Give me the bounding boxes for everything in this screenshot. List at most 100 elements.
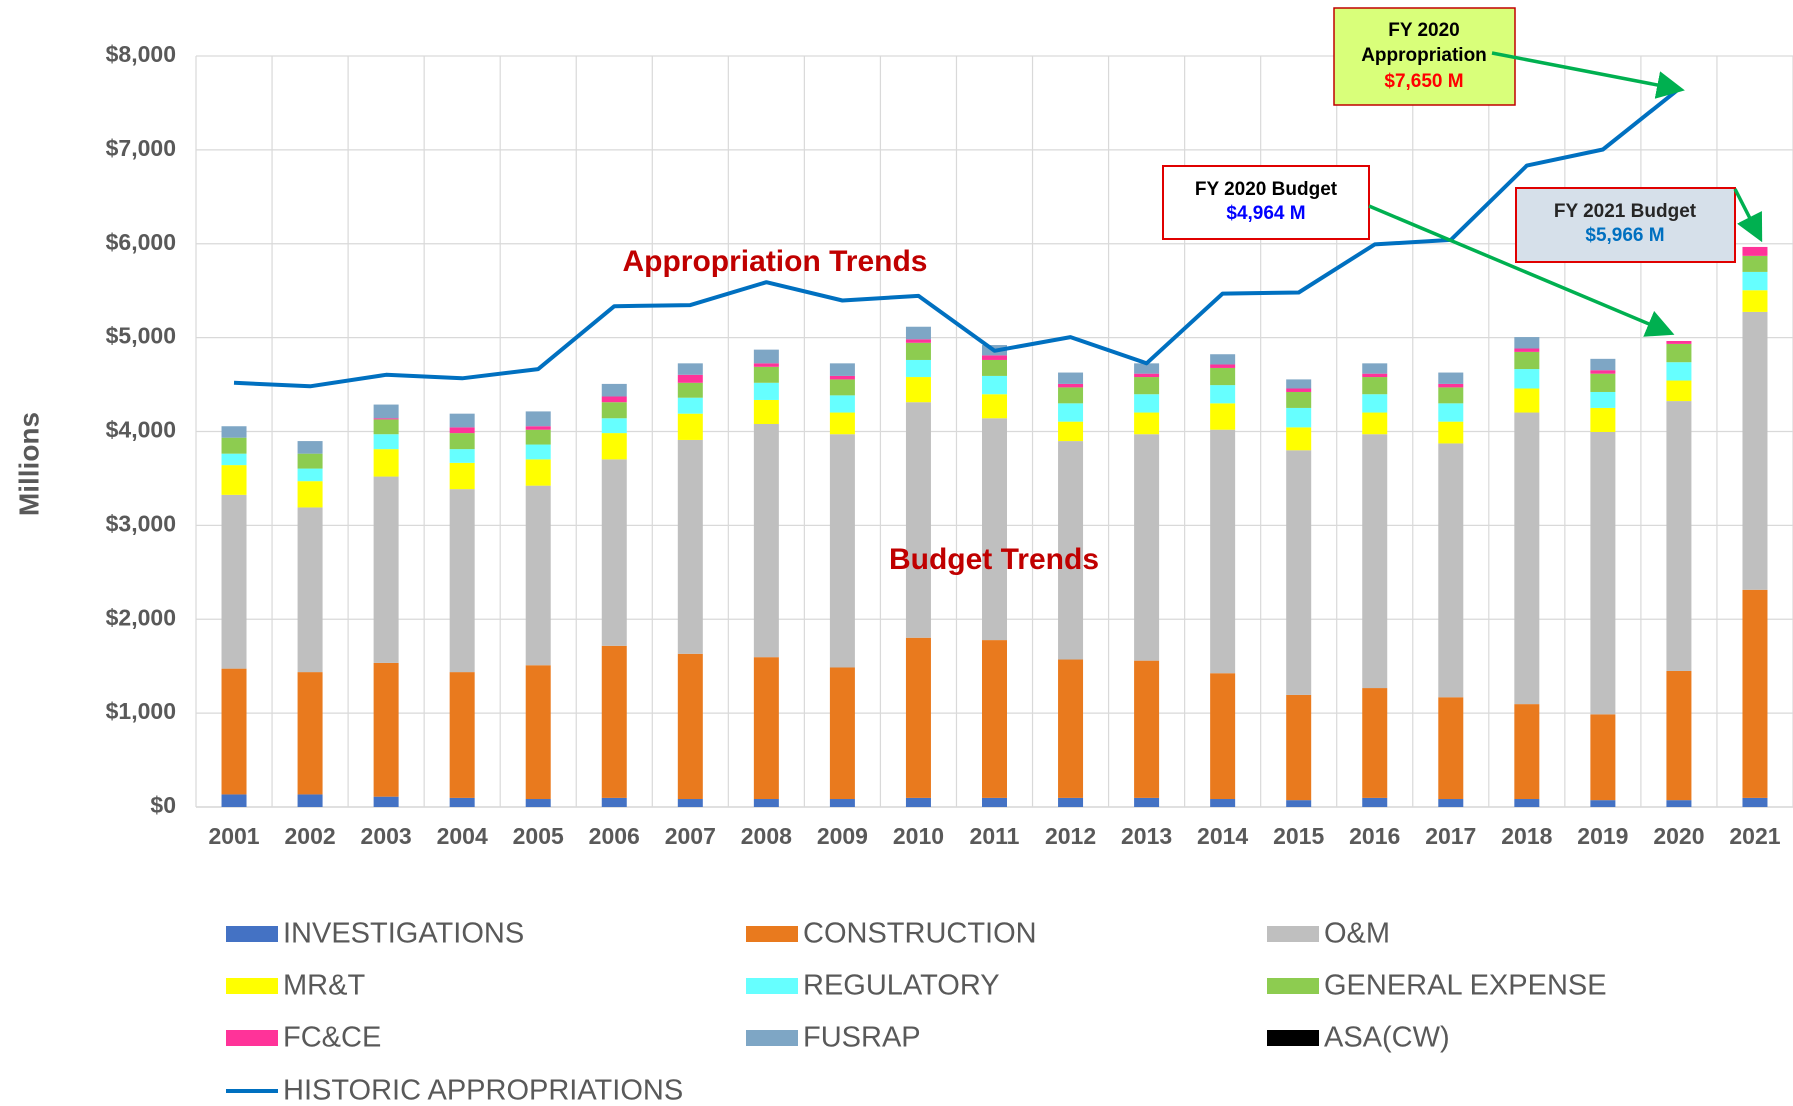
bar-segment xyxy=(1286,427,1312,451)
bar-segment xyxy=(677,397,703,414)
bar-segment xyxy=(449,433,475,450)
bar-segment xyxy=(1362,412,1388,435)
bar-segment xyxy=(221,668,247,795)
bar-segment xyxy=(1438,799,1464,807)
bar-segment xyxy=(1210,367,1236,386)
bar-segment xyxy=(982,797,1007,807)
bar-segment xyxy=(297,441,323,454)
bar-segment xyxy=(753,349,779,364)
bar-segment xyxy=(1362,434,1388,689)
bar-segment xyxy=(1666,800,1692,807)
bar-segment xyxy=(601,396,627,403)
bar-segment xyxy=(449,449,475,463)
line-series xyxy=(233,87,1681,389)
x-tick-label: 2018 xyxy=(1501,823,1552,849)
bar-segment xyxy=(449,672,475,798)
bar-segment xyxy=(1666,343,1692,363)
legend-swatch xyxy=(746,1030,798,1046)
bar-segment xyxy=(1438,383,1464,388)
labels: $0 $1,000 $2,000 $3,000 $4,000 $5,000 $6,000 $7… xyxy=(106,41,1781,849)
bar-segment xyxy=(677,653,703,800)
bar-segment xyxy=(1514,369,1540,389)
bar-segment xyxy=(1438,372,1464,384)
bar-segment xyxy=(1362,373,1388,378)
bar-segment xyxy=(221,794,247,807)
bar-segment xyxy=(1362,363,1388,374)
bar-segment xyxy=(1134,434,1160,661)
legend-label: CONSTRUCTION xyxy=(803,918,1037,950)
bar-segment xyxy=(1058,797,1084,807)
bar-segment xyxy=(905,326,931,340)
bar-segment xyxy=(1438,443,1464,698)
bar-segment xyxy=(1362,688,1388,798)
bar-segment xyxy=(601,433,627,460)
bar-segment xyxy=(1666,380,1692,402)
legend-swatch xyxy=(746,926,798,942)
bar-segment xyxy=(1666,670,1692,801)
y-tick-label: $5,000 xyxy=(106,323,176,349)
y-tick-label: $4,000 xyxy=(106,417,176,443)
x-tick-label: 2013 xyxy=(1121,823,1172,849)
bar-segment xyxy=(982,418,1007,641)
bar-segment xyxy=(1362,394,1388,413)
legend-label: MR&T xyxy=(283,970,365,1002)
bar-segment xyxy=(221,494,247,669)
bar-segment xyxy=(373,476,399,663)
bar-segment xyxy=(905,342,931,360)
bar-segment xyxy=(297,794,323,807)
bar-segment xyxy=(221,465,247,495)
bar-segment xyxy=(1590,373,1616,392)
bar-segment xyxy=(449,427,475,434)
bar-segment xyxy=(525,444,551,460)
bar-segment xyxy=(449,797,475,807)
bar-segment xyxy=(1666,401,1692,671)
bar-segment xyxy=(905,797,931,807)
bar-segment xyxy=(601,459,627,646)
callout-arrow xyxy=(1368,204,1675,337)
bar-segment xyxy=(982,359,1007,376)
bar-segment xyxy=(1742,797,1768,807)
bar-segment xyxy=(753,657,779,800)
annotation: Appropriation Trends xyxy=(622,245,927,278)
x-tick-label: 2006 xyxy=(589,823,640,849)
bar-segment xyxy=(1134,394,1160,413)
bar-segment xyxy=(905,637,931,798)
bar-segment xyxy=(1590,370,1616,374)
bar-segment xyxy=(982,394,1007,419)
bar-segment xyxy=(449,462,475,490)
bar-segment xyxy=(829,434,855,668)
bar-segment xyxy=(601,797,627,807)
legend: INVESTIGATIONS CONSTRUCTION O&M MR&T REGULAT… xyxy=(226,918,1607,1106)
x-tick-label: 2016 xyxy=(1349,823,1400,849)
bar-segment xyxy=(905,359,931,378)
bar-segment xyxy=(982,640,1007,798)
legend-swatch xyxy=(746,978,798,994)
x-tick-label: 2001 xyxy=(208,823,259,849)
x-tick-label: 2010 xyxy=(893,823,944,849)
legend-label: HISTORIC APPROPRIATIONS xyxy=(283,1075,683,1106)
y-tick-label: $1,000 xyxy=(106,698,176,724)
legend-swatch xyxy=(1267,926,1319,942)
bar-segment xyxy=(1134,377,1160,395)
y-tick-label: $8,000 xyxy=(106,41,176,67)
bar-segment xyxy=(677,439,703,654)
bar-segment xyxy=(1438,387,1464,404)
bar-segment xyxy=(1210,354,1236,365)
bar-segment xyxy=(1590,800,1616,807)
y-tick-label: $6,000 xyxy=(106,229,176,255)
bar-segment xyxy=(1362,797,1388,807)
x-tick-label: 2002 xyxy=(284,823,335,849)
bar-segment xyxy=(829,379,855,396)
bar-segment xyxy=(297,453,323,469)
bar-segment xyxy=(677,363,703,375)
legend-label: INVESTIGATIONS xyxy=(283,918,524,950)
bar-segment xyxy=(1742,290,1768,312)
bar-segment xyxy=(525,426,551,430)
annotation: Budget Trends xyxy=(889,543,1099,576)
x-tick-label: 2003 xyxy=(361,823,412,849)
bar-segment xyxy=(525,459,551,486)
bar-segment xyxy=(1742,246,1768,256)
bar-segment xyxy=(1210,673,1236,800)
x-tick-label: 2020 xyxy=(1653,823,1704,849)
